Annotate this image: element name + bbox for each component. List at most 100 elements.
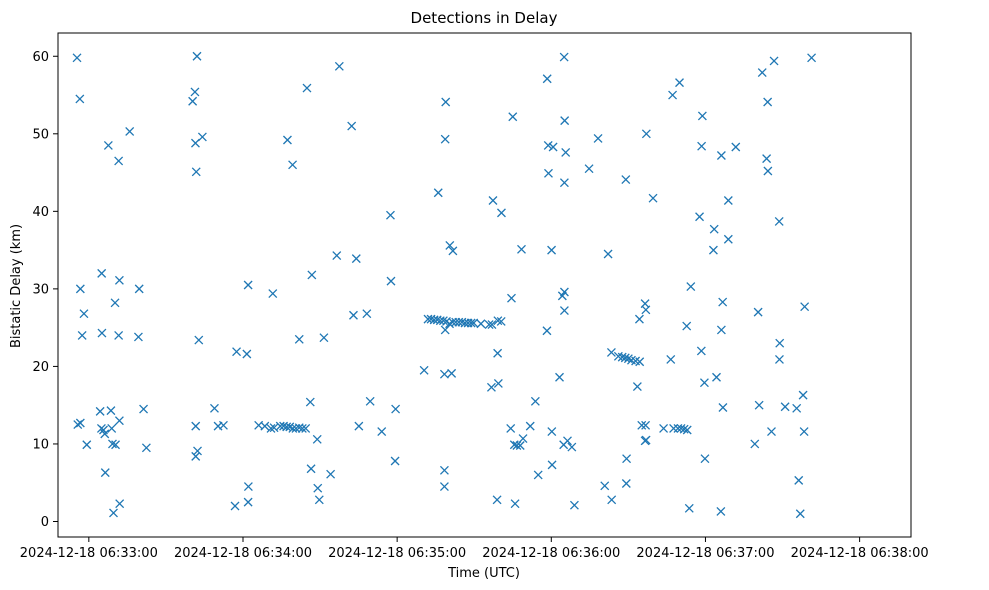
data-point-marker — [774, 216, 784, 226]
data-point-marker — [439, 369, 449, 379]
data-point-marker — [622, 454, 632, 464]
data-point-marker — [621, 479, 631, 488]
data-point-marker — [440, 134, 450, 144]
data-point-marker — [191, 421, 201, 431]
data-point-marker — [774, 354, 784, 364]
data-point-marker — [700, 454, 710, 464]
y-tick-label: 0 — [41, 515, 49, 530]
y-tick-label: 10 — [32, 437, 49, 452]
data-point-marker — [326, 469, 336, 479]
data-point-marker — [493, 379, 503, 388]
data-point-marker — [542, 326, 552, 336]
data-point-marker — [763, 97, 773, 107]
data-point-marker — [496, 208, 506, 218]
data-point-marker — [75, 94, 85, 104]
data-point-marker — [634, 314, 644, 324]
data-point-marker — [563, 436, 572, 446]
data-point-marker — [807, 53, 817, 63]
x-tick-label: 2024-12-18 06:35:00 — [328, 546, 466, 561]
data-point-marker — [675, 78, 684, 88]
data-point-marker — [243, 280, 253, 290]
data-point-marker — [312, 434, 322, 444]
data-point-marker — [448, 246, 458, 256]
data-point-marker — [297, 423, 307, 433]
data-point-marker — [492, 495, 502, 505]
data-point-marker — [718, 297, 728, 307]
data-point-marker — [593, 133, 603, 143]
data-point-marker — [349, 310, 358, 320]
data-point-marker — [243, 482, 253, 492]
data-point-marker — [307, 270, 317, 280]
data-point-marker — [533, 470, 543, 480]
data-point-marker — [496, 316, 506, 326]
data-point-marker — [750, 439, 760, 449]
data-point-marker — [567, 442, 577, 452]
data-point-marker — [763, 166, 773, 176]
data-point-marker — [114, 275, 124, 285]
data-point-marker — [97, 328, 107, 338]
data-point-marker — [82, 440, 92, 450]
data-point-marker — [447, 368, 457, 378]
data-point-marker — [100, 429, 110, 439]
data-point-marker — [114, 156, 124, 166]
data-point-marker — [386, 210, 395, 220]
data-point-marker — [106, 406, 116, 416]
data-point-marker — [439, 465, 449, 475]
data-point-marker — [600, 481, 610, 491]
data-point-marker — [716, 325, 726, 335]
data-point-marker — [313, 483, 323, 493]
data-point-marker — [800, 302, 810, 312]
x-tick-label: 2024-12-18 06:34:00 — [174, 546, 312, 561]
data-point-marker — [621, 175, 631, 185]
data-point-marker — [232, 347, 242, 357]
data-point-marker — [640, 299, 650, 309]
data-point-marker — [192, 51, 202, 61]
data-point-marker — [753, 307, 763, 317]
data-point-marker — [560, 116, 570, 126]
plot-frame — [57, 32, 912, 538]
data-point-marker — [75, 418, 85, 428]
data-point-marker — [699, 378, 709, 388]
data-point-marker — [75, 284, 85, 294]
data-point-marker — [108, 439, 117, 449]
y-axis: 0 10 20 30 40 50 60 — [32, 50, 58, 530]
data-point-marker — [607, 495, 617, 505]
data-point-marker — [242, 349, 252, 359]
data-point-marker — [347, 121, 357, 131]
data-point-marker — [191, 451, 201, 461]
data-point-marker — [133, 332, 143, 342]
data-point-marker — [559, 287, 569, 297]
data-point-marker — [603, 249, 613, 259]
data-point-marker — [542, 74, 552, 84]
data-point-marker — [301, 423, 311, 433]
data-point-marker — [637, 420, 647, 430]
x-axis: 2024-12-18 06:33:00 2024-12-18 06:34:00 20… — [20, 537, 929, 561]
data-point-marker — [111, 440, 121, 450]
data-point-marker — [488, 196, 498, 205]
data-point-marker — [134, 284, 144, 294]
data-point-marker — [794, 475, 804, 485]
data-point-marker — [486, 382, 496, 392]
data-point-marker — [282, 135, 292, 145]
data-point-marker — [799, 427, 809, 437]
data-point-marker — [620, 353, 630, 363]
data-point-marker — [659, 423, 669, 433]
data-point-marker — [487, 320, 497, 330]
y-tick-label: 60 — [32, 50, 49, 65]
x-tick-label: 2024-12-18 06:36:00 — [482, 546, 620, 561]
data-point-marker — [109, 508, 118, 518]
data-point-marker — [288, 160, 298, 170]
data-point-marker — [641, 129, 651, 139]
data-point-marker — [302, 83, 312, 93]
data-points — [72, 51, 817, 519]
data-point-marker — [695, 212, 705, 222]
data-point-marker — [795, 509, 805, 519]
data-point-marker — [548, 142, 558, 152]
data-point-marker — [294, 334, 304, 344]
data-point-marker — [506, 423, 516, 433]
x-axis-label: Time (UTC) — [447, 566, 520, 581]
chart-title: Detections in Delay — [411, 9, 558, 27]
data-point-marker — [377, 427, 387, 437]
data-point-marker — [476, 319, 486, 329]
